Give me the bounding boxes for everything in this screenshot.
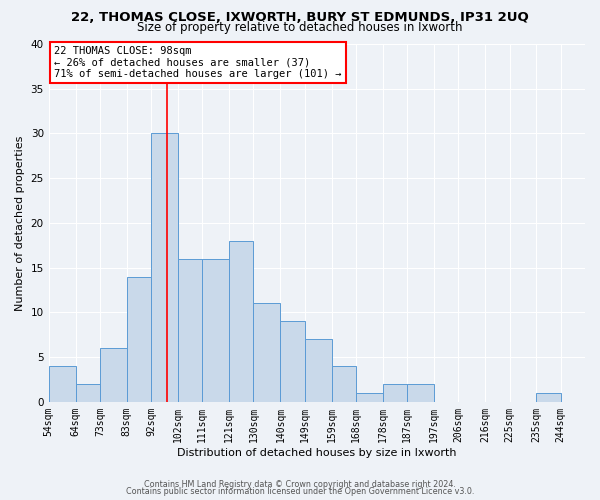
Y-axis label: Number of detached properties: Number of detached properties <box>15 135 25 310</box>
Bar <box>332 366 356 402</box>
Bar <box>280 322 305 402</box>
Bar <box>178 258 202 402</box>
Text: Contains public sector information licensed under the Open Government Licence v3: Contains public sector information licen… <box>126 488 474 496</box>
Bar <box>356 393 383 402</box>
Bar <box>383 384 407 402</box>
Bar <box>253 304 280 402</box>
Text: Size of property relative to detached houses in Ixworth: Size of property relative to detached ho… <box>137 21 463 34</box>
Bar <box>76 384 100 402</box>
Bar <box>151 134 178 402</box>
Bar <box>49 366 76 402</box>
Bar <box>536 393 561 402</box>
Bar <box>229 241 253 402</box>
Bar <box>407 384 434 402</box>
Text: Contains HM Land Registry data © Crown copyright and database right 2024.: Contains HM Land Registry data © Crown c… <box>144 480 456 489</box>
Text: 22 THOMAS CLOSE: 98sqm
← 26% of detached houses are smaller (37)
71% of semi-det: 22 THOMAS CLOSE: 98sqm ← 26% of detached… <box>54 46 341 79</box>
Bar <box>202 258 229 402</box>
Text: 22, THOMAS CLOSE, IXWORTH, BURY ST EDMUNDS, IP31 2UQ: 22, THOMAS CLOSE, IXWORTH, BURY ST EDMUN… <box>71 11 529 24</box>
Bar <box>305 339 332 402</box>
Bar <box>100 348 127 402</box>
Bar <box>127 276 151 402</box>
X-axis label: Distribution of detached houses by size in Ixworth: Distribution of detached houses by size … <box>177 448 457 458</box>
